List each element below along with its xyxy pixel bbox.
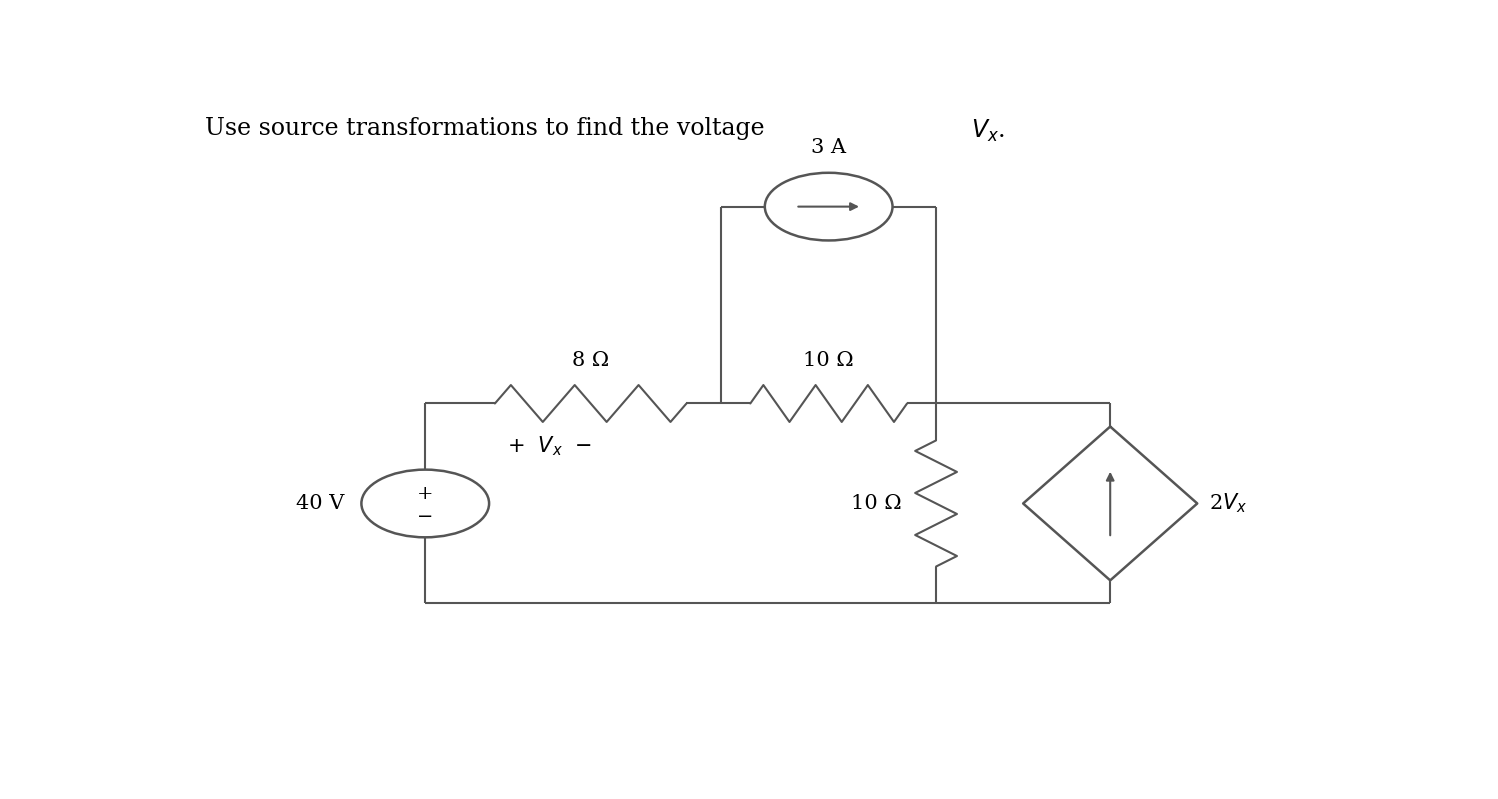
Text: −: − <box>416 508 433 526</box>
Text: 40 V: 40 V <box>295 494 345 513</box>
Circle shape <box>765 173 893 240</box>
Text: Use source transformations to find the voltage: Use source transformations to find the v… <box>205 117 771 141</box>
Text: 3 A: 3 A <box>810 138 846 157</box>
Text: +: + <box>416 485 433 503</box>
Polygon shape <box>1023 427 1197 580</box>
Text: 2$V_x$: 2$V_x$ <box>1209 491 1248 515</box>
Text: 10 Ω: 10 Ω <box>851 494 902 513</box>
Text: $+$  $V_x$  $-$: $+$ $V_x$ $-$ <box>506 435 592 458</box>
Text: 8 Ω: 8 Ω <box>572 351 610 370</box>
Text: 10 Ω: 10 Ω <box>803 351 854 370</box>
Text: $V_x$.: $V_x$. <box>971 117 1005 144</box>
Circle shape <box>361 470 488 537</box>
